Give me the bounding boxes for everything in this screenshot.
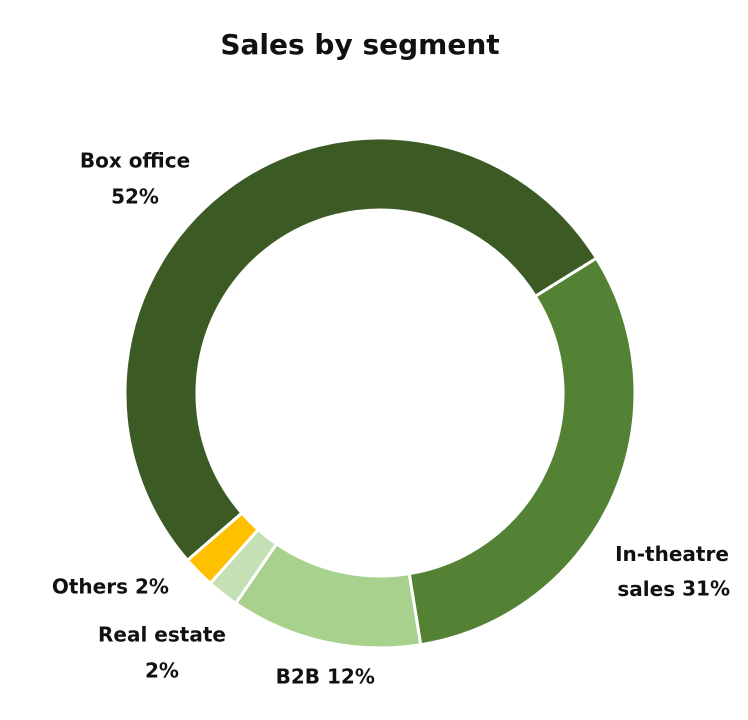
- data-label-value: 31%: [682, 577, 730, 601]
- chart-title: Sales by segment: [220, 28, 499, 61]
- label-line: sales: [610, 577, 675, 601]
- data-label-name: Box office: [80, 149, 190, 173]
- data-label-value: 2%: [145, 659, 179, 683]
- label-line: In-theatre: [615, 542, 729, 566]
- data-label-name: Others: [52, 575, 128, 599]
- data-label-value: 52%: [111, 185, 159, 209]
- data-label-name: In-theatre sales: [610, 542, 728, 601]
- donut-segment: [185, 510, 261, 586]
- data-label-name: Real estate: [98, 623, 226, 647]
- donut-segment: [407, 256, 637, 647]
- data-label-value: 2%: [135, 575, 169, 599]
- data-label-name: B2B: [276, 665, 320, 689]
- donut-segment: [123, 136, 599, 563]
- data-label-value: 12%: [327, 665, 375, 689]
